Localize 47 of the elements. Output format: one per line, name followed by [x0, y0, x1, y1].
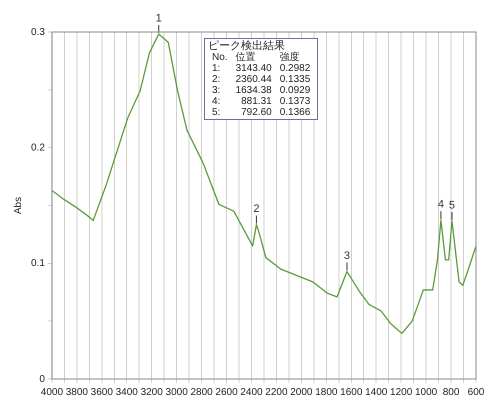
annotation: 位置: [234, 52, 257, 63]
annotation: 0.1335: [278, 74, 312, 85]
annotation: ピーク検出結果: [208, 40, 286, 52]
x-tick-label: 2600: [215, 386, 238, 398]
x-tick-label: 2200: [265, 386, 288, 398]
x-tick-label: 3600: [90, 386, 114, 398]
annotation: No.: [211, 52, 229, 63]
x-tick-label: 1600: [340, 386, 363, 398]
x-tick-label: 600: [468, 386, 485, 398]
annotation: 0.2982: [278, 63, 312, 74]
annotation: 881.31: [240, 96, 273, 107]
annotation: 2:: [211, 74, 222, 85]
annotation: 5:: [211, 107, 222, 118]
y-axis-title: Abs: [12, 196, 24, 214]
annotation: 2: [253, 203, 260, 216]
annotation: 4:: [211, 96, 222, 107]
x-tick-label: 2400: [240, 386, 264, 398]
annotation: 5: [448, 200, 456, 212]
x-tick-label: 3400: [116, 386, 138, 398]
annotation: 2360.44: [234, 74, 273, 85]
x-tick-label: 4000: [40, 386, 64, 398]
x-tick-label: 1200: [390, 386, 413, 398]
x-tick-label: 3800: [66, 386, 88, 398]
x-tick-label: 3000: [166, 386, 188, 398]
x-tick-label: 1000: [414, 386, 438, 398]
annotation: 1634.38: [234, 85, 273, 96]
annotation: 792.60: [240, 107, 273, 118]
annotation: 3: [344, 250, 350, 262]
x-tick-label: 800: [442, 386, 460, 398]
x-tick-label: 3200: [140, 386, 164, 398]
annotation: 強度: [278, 52, 301, 63]
x-tick-label: 1800: [315, 386, 338, 398]
y-tick-label: 0: [39, 374, 46, 385]
x-tick-label: 1400: [365, 386, 388, 398]
annotation: 4: [438, 198, 444, 211]
annotation: 3:: [211, 85, 222, 96]
annotation: 3143.40: [234, 63, 273, 74]
y-tick-label: 0.3: [30, 26, 46, 38]
annotation: 0.0929: [278, 85, 312, 96]
annotation: 1: [156, 12, 162, 25]
annotation: 0.1366: [278, 107, 312, 118]
x-tick-label: 2000: [290, 386, 313, 398]
y-tick-label: 0.1: [30, 258, 46, 270]
annotation: 0.1373: [278, 96, 312, 107]
x-tick-label: 2800: [190, 386, 214, 398]
y-tick-label: 0.2: [30, 142, 46, 154]
annotation: 1:: [211, 63, 222, 74]
